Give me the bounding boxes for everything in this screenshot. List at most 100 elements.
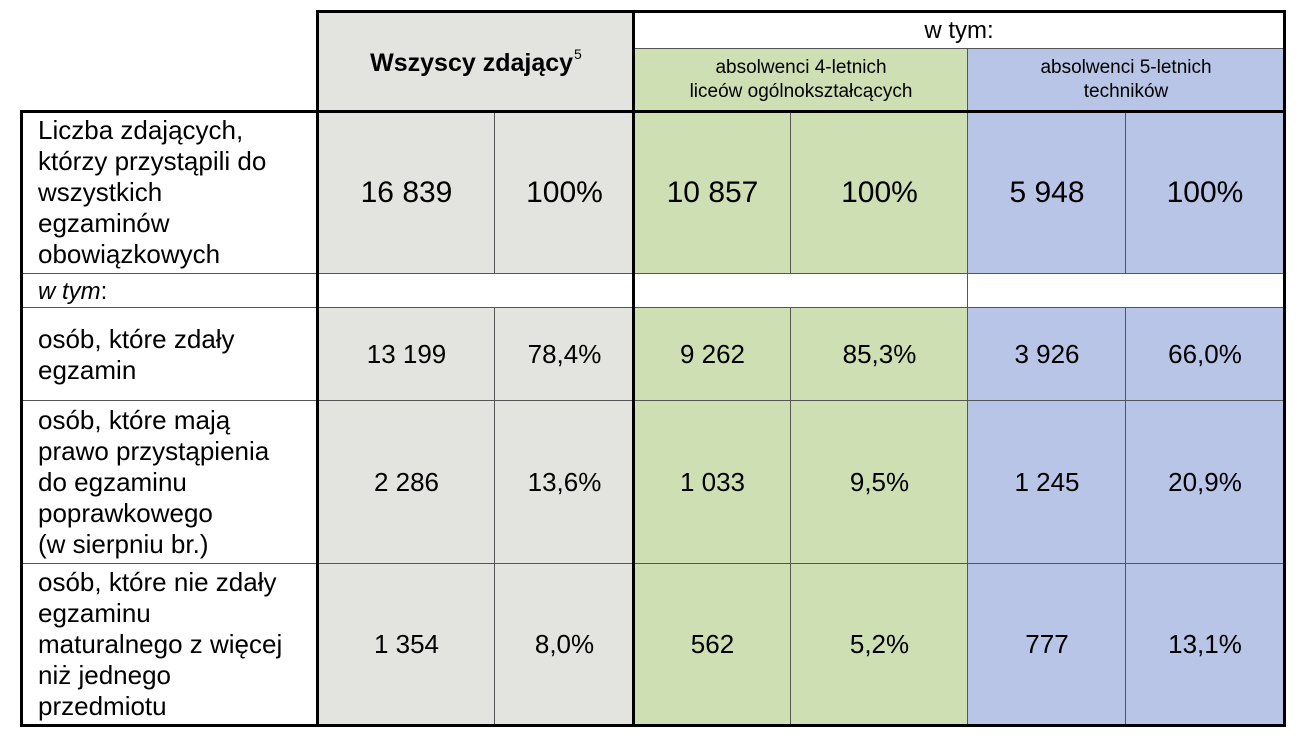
group-lo-line1: absolwenci 4-letnich <box>715 57 887 78</box>
label-line: maturalnego z więcej <box>38 629 283 659</box>
cell-all-count: 13 199 <box>318 308 495 401</box>
cell-tech-count: 5 948 <box>968 111 1126 274</box>
cell-lo-count: 562 <box>634 564 791 725</box>
value: 5 948 <box>1009 175 1085 209</box>
value: 100% <box>526 175 603 209</box>
cell-tech-count: 1 245 <box>968 401 1126 564</box>
label-line: Liczba zdających, <box>38 115 244 145</box>
w-tym-label: w tym: <box>38 276 107 307</box>
value: 5,2% <box>849 629 910 659</box>
value: 8,0% <box>534 629 595 659</box>
header-all-students-label: Wszyscy zdający5 <box>370 46 582 78</box>
cell-lo-pct: 5,2% <box>791 564 968 725</box>
value: 85,3% <box>842 339 917 369</box>
cell-all-pct: 13,6% <box>495 401 634 564</box>
grid-line <box>634 48 1284 49</box>
value: 1 354 <box>373 629 440 659</box>
grid-line <box>1125 308 1126 725</box>
row-label-retake: osób, które mają prawo przystąpienia do … <box>22 401 318 564</box>
row-label-w-tym: w tym: <box>22 274 318 308</box>
value: 9 262 <box>679 339 746 369</box>
cell-all-pct: 100% <box>495 111 634 274</box>
w-tym-colon: : <box>100 277 108 305</box>
w-tym-text: w tym: <box>924 16 994 44</box>
value: 9,5% <box>849 467 910 497</box>
label-line: egzaminu <box>38 598 151 628</box>
cell-tech-pct: 100% <box>1126 111 1284 274</box>
cell-tech-pct: 66,0% <box>1126 308 1284 401</box>
cell-lo-count: 10 857 <box>634 111 791 274</box>
value: 20,9% <box>1168 467 1242 497</box>
value: 66,0% <box>1168 339 1242 369</box>
value: 16 839 <box>360 175 453 209</box>
cell-all-count: 16 839 <box>318 111 495 274</box>
subheader-blank-lo <box>634 274 968 308</box>
label-line: (w sierpniu br.) <box>38 529 209 559</box>
value: 1 033 <box>679 467 746 497</box>
border-top-header <box>316 10 1286 13</box>
label-line: egzaminów <box>38 208 170 238</box>
label-line: do egzaminu <box>38 467 187 497</box>
grid-line <box>494 308 495 725</box>
label-line: wszystkich <box>38 177 163 207</box>
subheader-blank-all <box>318 274 634 308</box>
grid-line <box>1125 111 1126 274</box>
subheader-blank-tech <box>968 274 1284 308</box>
label-line: obowiązkowych <box>38 239 221 269</box>
value: 1 245 <box>1014 467 1080 497</box>
cell-all-count: 1 354 <box>318 564 495 725</box>
group-tech-line1: absolwenci 5-letnich <box>1040 57 1212 78</box>
value: 78,4% <box>527 339 602 369</box>
value: 2 286 <box>373 467 440 497</box>
label-line: którzy przystąpili do <box>38 146 267 176</box>
border-header-bottom <box>20 110 1286 113</box>
cell-tech-count: 3 926 <box>968 308 1126 401</box>
row-label-total: Liczba zdających, którzy przystąpili do … <box>22 111 318 274</box>
grid-line <box>790 111 791 274</box>
all-students-text: Wszyscy zdający <box>370 48 574 77</box>
value: 3 926 <box>1014 339 1080 369</box>
value: 777 <box>1025 629 1069 659</box>
border-label-right <box>316 110 319 727</box>
group-tech-line2: techników <box>1083 81 1169 102</box>
cell-lo-pct: 85,3% <box>791 308 968 401</box>
header-all-students: Wszyscy zdający5 <box>318 12 634 111</box>
grid-line <box>22 563 1284 564</box>
border-bottom <box>20 724 1286 727</box>
header-group-technikum: absolwenci 5-letnich techników <box>968 49 1284 111</box>
border-all-right <box>632 10 635 727</box>
label-line: egzamin <box>38 354 137 385</box>
value: 13,1% <box>1168 629 1242 659</box>
grid-line <box>790 308 791 725</box>
w-tym-italic: w tym <box>38 277 101 305</box>
label-line: przedmiotu <box>38 691 167 721</box>
grid-line <box>22 307 1284 308</box>
label-line: osób, które zdały <box>38 323 235 354</box>
cell-lo-pct: 100% <box>791 111 968 274</box>
cell-tech-count: 777 <box>968 564 1126 725</box>
border-right <box>1283 10 1286 727</box>
row-label-failed-multiple: osób, które nie zdały egzaminu maturalne… <box>22 564 318 725</box>
cell-all-pct: 78,4% <box>495 308 634 401</box>
cell-all-count: 2 286 <box>318 401 495 564</box>
value: 562 <box>690 629 735 659</box>
header-group-lo: absolwenci 4-letnich liceów ogólnokształ… <box>634 49 968 111</box>
footnote-marker: 5 <box>574 45 582 62</box>
grid-line <box>22 400 1284 401</box>
border-left <box>20 110 23 727</box>
label-line: niż jednego <box>38 660 171 690</box>
value: 13,6% <box>527 467 602 497</box>
group-lo-line2: liceów ogólnokształcących <box>689 81 913 102</box>
label-line: prawo przystąpienia <box>38 436 270 466</box>
cell-tech-pct: 13,1% <box>1126 564 1284 725</box>
label-line: poprawkowego <box>38 498 213 528</box>
label-line: osób, które mają <box>38 405 231 435</box>
label-line: osób, które nie zdały <box>38 567 277 597</box>
grid-line <box>22 273 1284 274</box>
cell-lo-pct: 9,5% <box>791 401 968 564</box>
value: 100% <box>841 175 918 209</box>
cell-tech-pct: 20,9% <box>1126 401 1284 564</box>
border-header-left <box>316 10 319 113</box>
cell-lo-count: 9 262 <box>634 308 791 401</box>
grid-line <box>494 111 495 274</box>
